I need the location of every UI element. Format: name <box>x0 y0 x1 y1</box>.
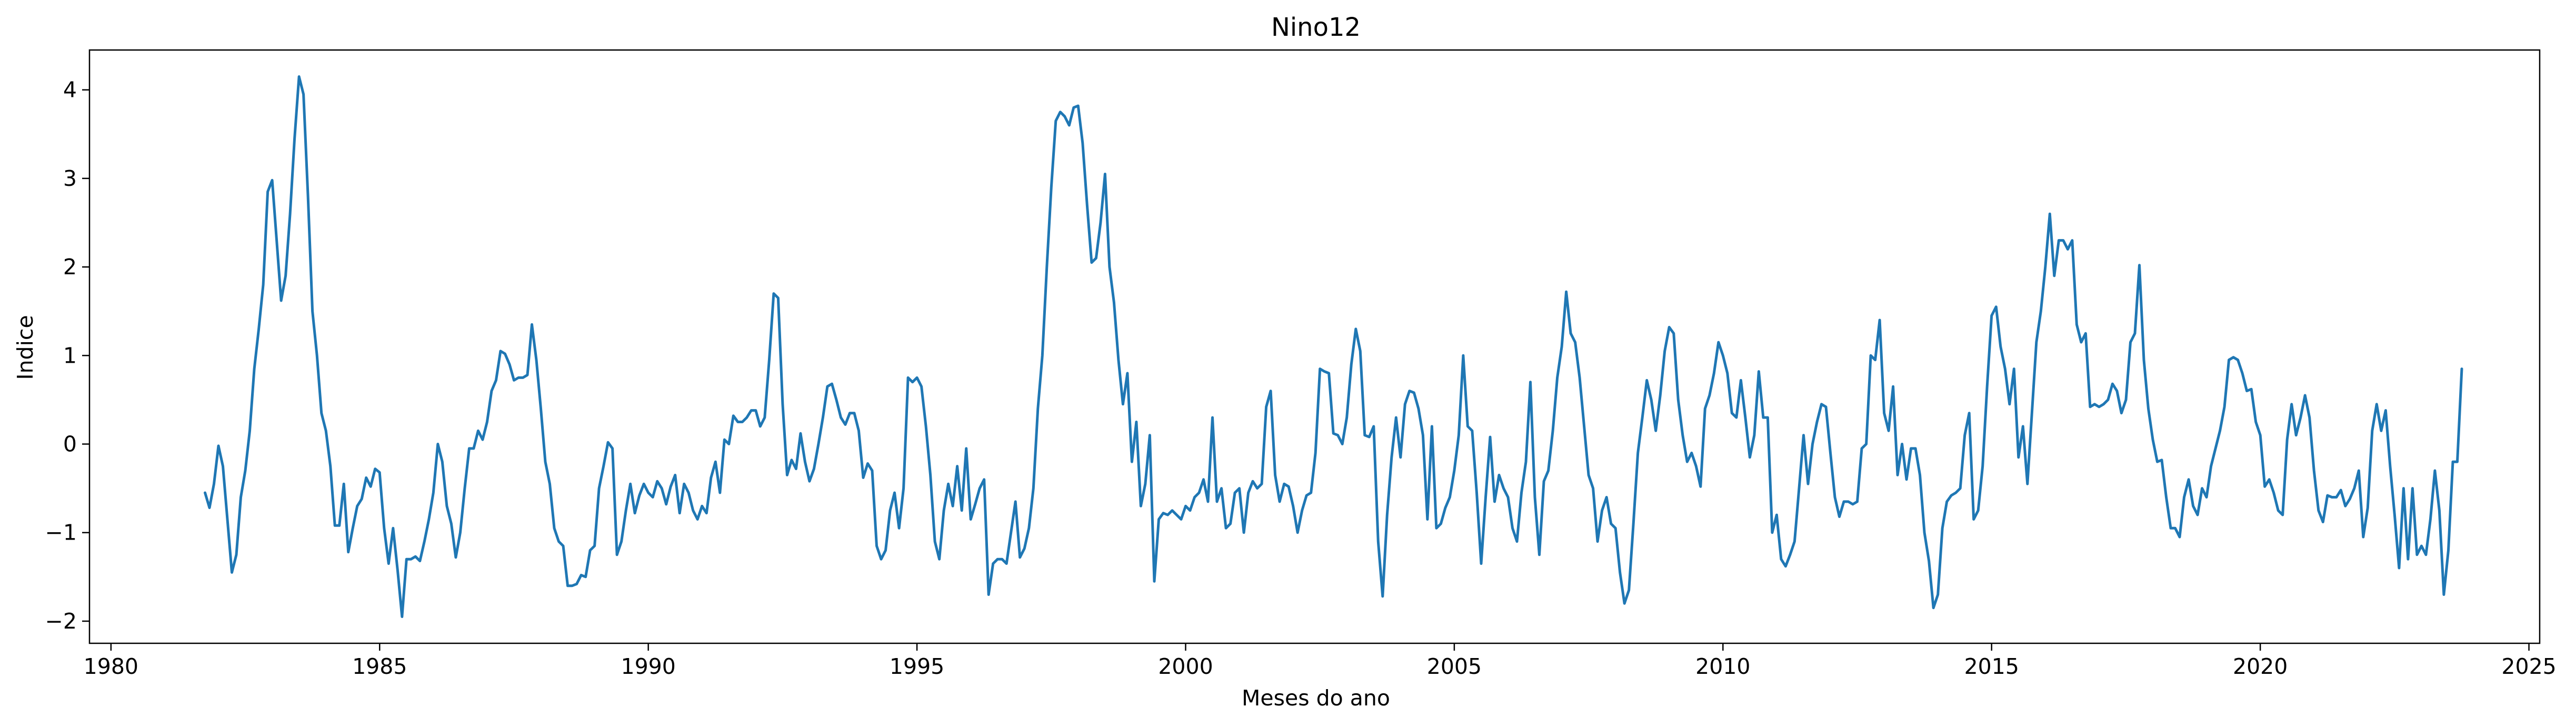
plot-area <box>204 75 2463 618</box>
y-tick-label: 4 <box>63 77 77 103</box>
plot-frame <box>88 49 2541 644</box>
x-tick-label: 1980 <box>84 654 138 679</box>
x-tick-label: 2020 <box>2233 654 2288 679</box>
x-tick-label: 2010 <box>1695 654 1750 679</box>
y-tick-label: −1 <box>45 520 77 545</box>
axes: 1980 1985 1990 1995 2000 2005 2010 2015 2020 2025… <box>45 49 2557 679</box>
x-tick-label: 1995 <box>890 654 944 679</box>
x-tick-label: 2015 <box>1964 654 2019 679</box>
x-tick-label: 1985 <box>352 654 407 679</box>
x-tick-label: 2000 <box>1158 654 1213 679</box>
y-tick-label: 1 <box>63 343 77 368</box>
series-line-0 <box>204 75 2463 618</box>
y-tick-label: −2 <box>45 609 77 634</box>
chart-title: Nino12 <box>1271 13 1361 42</box>
y-tick-label: 3 <box>63 166 77 191</box>
y-axis-label: Indice <box>13 315 38 380</box>
x-tick-label: 1990 <box>621 654 675 679</box>
y-tick-label: 0 <box>63 432 77 457</box>
x-tick-label: 2025 <box>2501 654 2556 679</box>
x-tick-label: 2005 <box>1427 654 1482 679</box>
x-axis-label: Meses do ano <box>1242 685 1390 711</box>
y-tick-label: 2 <box>63 254 77 280</box>
